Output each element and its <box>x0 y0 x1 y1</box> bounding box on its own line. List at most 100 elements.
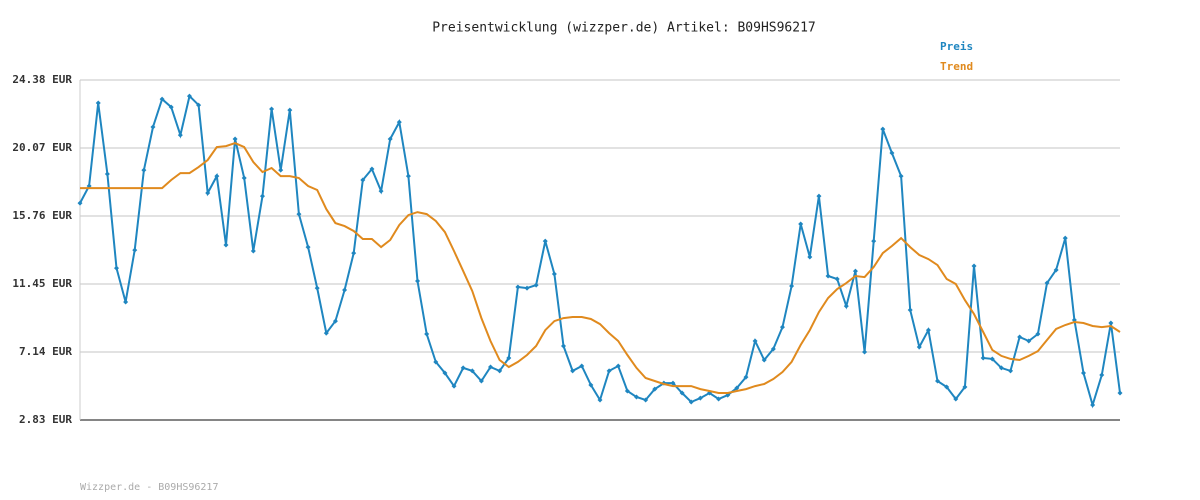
data-point <box>478 378 484 384</box>
data-point <box>488 364 494 370</box>
y-tick-label: 24.38 EUR <box>12 73 72 86</box>
data-point <box>305 244 311 250</box>
data-point <box>214 173 220 179</box>
data-point <box>250 248 256 254</box>
data-point <box>533 282 539 288</box>
data-point <box>825 273 831 279</box>
data-point <box>807 254 813 260</box>
y-tick-label: 15.76 EUR <box>12 209 72 222</box>
data-point <box>351 250 357 256</box>
data-point <box>579 363 585 369</box>
data-point <box>688 399 694 405</box>
data-point <box>433 359 439 365</box>
legend-label: Preis <box>940 40 973 53</box>
legend-label: Trend <box>940 60 973 73</box>
data-point <box>606 368 612 374</box>
data-point <box>743 374 749 380</box>
footer: Wizzper.de - B09HS96217 <box>80 482 218 493</box>
data-point <box>387 136 393 142</box>
data-point <box>1008 368 1014 374</box>
data-point <box>424 331 430 337</box>
data-point <box>150 124 156 130</box>
data-point <box>405 173 411 179</box>
y-tick-label: 2.83 EUR <box>19 413 72 426</box>
data-point <box>141 167 147 173</box>
data-point <box>779 324 785 330</box>
y-tick-label: 11.45 EUR <box>12 277 72 290</box>
data-point <box>679 390 685 396</box>
data-point <box>615 363 621 369</box>
data-point <box>196 102 202 108</box>
data-point <box>451 383 457 389</box>
data-point <box>916 344 922 350</box>
data-point <box>770 346 776 352</box>
data-point <box>186 93 192 99</box>
data-point <box>232 136 238 142</box>
data-point <box>953 396 959 402</box>
data-point <box>104 171 110 177</box>
data-point <box>369 166 375 172</box>
data-point <box>123 299 129 305</box>
data-point <box>506 355 512 361</box>
series-line <box>80 142 1121 394</box>
data-point <box>561 343 567 349</box>
data-point <box>697 395 703 401</box>
data-point <box>278 167 284 173</box>
data-point <box>633 394 639 400</box>
data-point <box>752 338 758 344</box>
data-point <box>168 104 174 110</box>
data-point <box>1090 402 1096 408</box>
data-point <box>798 221 804 227</box>
data-point <box>862 349 868 355</box>
data-point <box>588 382 594 388</box>
data-point <box>1053 267 1059 273</box>
data-point <box>205 190 211 196</box>
data-point <box>1026 338 1032 344</box>
data-point <box>287 107 293 113</box>
data-point <box>296 211 302 217</box>
data-point <box>1099 372 1105 378</box>
data-point <box>889 150 895 156</box>
data-point <box>415 278 421 284</box>
y-tick-label: 20.07 EUR <box>12 141 72 154</box>
data-point <box>624 388 630 394</box>
data-point <box>314 285 320 291</box>
data-point <box>497 368 503 374</box>
data-point <box>944 384 950 390</box>
data-point <box>332 318 338 324</box>
data-point <box>342 287 348 293</box>
y-tick-label: 7.14 EUR <box>19 345 72 358</box>
data-point <box>834 276 840 282</box>
data-point <box>223 242 229 248</box>
data-point <box>177 132 183 138</box>
data-point <box>652 386 658 392</box>
data-point <box>1081 370 1087 376</box>
data-point <box>643 397 649 403</box>
data-point <box>551 271 557 277</box>
data-point <box>789 283 795 289</box>
data-point <box>259 193 265 199</box>
data-point <box>852 268 858 274</box>
data-point <box>816 193 822 199</box>
data-point <box>980 355 986 361</box>
data-point <box>515 284 521 290</box>
data-point <box>442 370 448 376</box>
data-point <box>962 384 968 390</box>
data-point <box>989 356 995 362</box>
data-point <box>113 265 119 271</box>
data-point <box>132 247 138 253</box>
data-point <box>524 285 530 291</box>
data-point <box>460 365 466 371</box>
data-point <box>880 126 886 132</box>
data-point <box>159 96 165 102</box>
data-point <box>670 380 676 386</box>
data-point <box>998 365 1004 371</box>
data-point <box>241 175 247 181</box>
data-point <box>907 307 913 313</box>
data-point <box>971 263 977 269</box>
data-point <box>716 396 722 402</box>
chart-title: Preisentwicklung (wizzper.de) Artikel: B… <box>432 21 816 36</box>
data-point <box>378 188 384 194</box>
data-point <box>360 177 366 183</box>
